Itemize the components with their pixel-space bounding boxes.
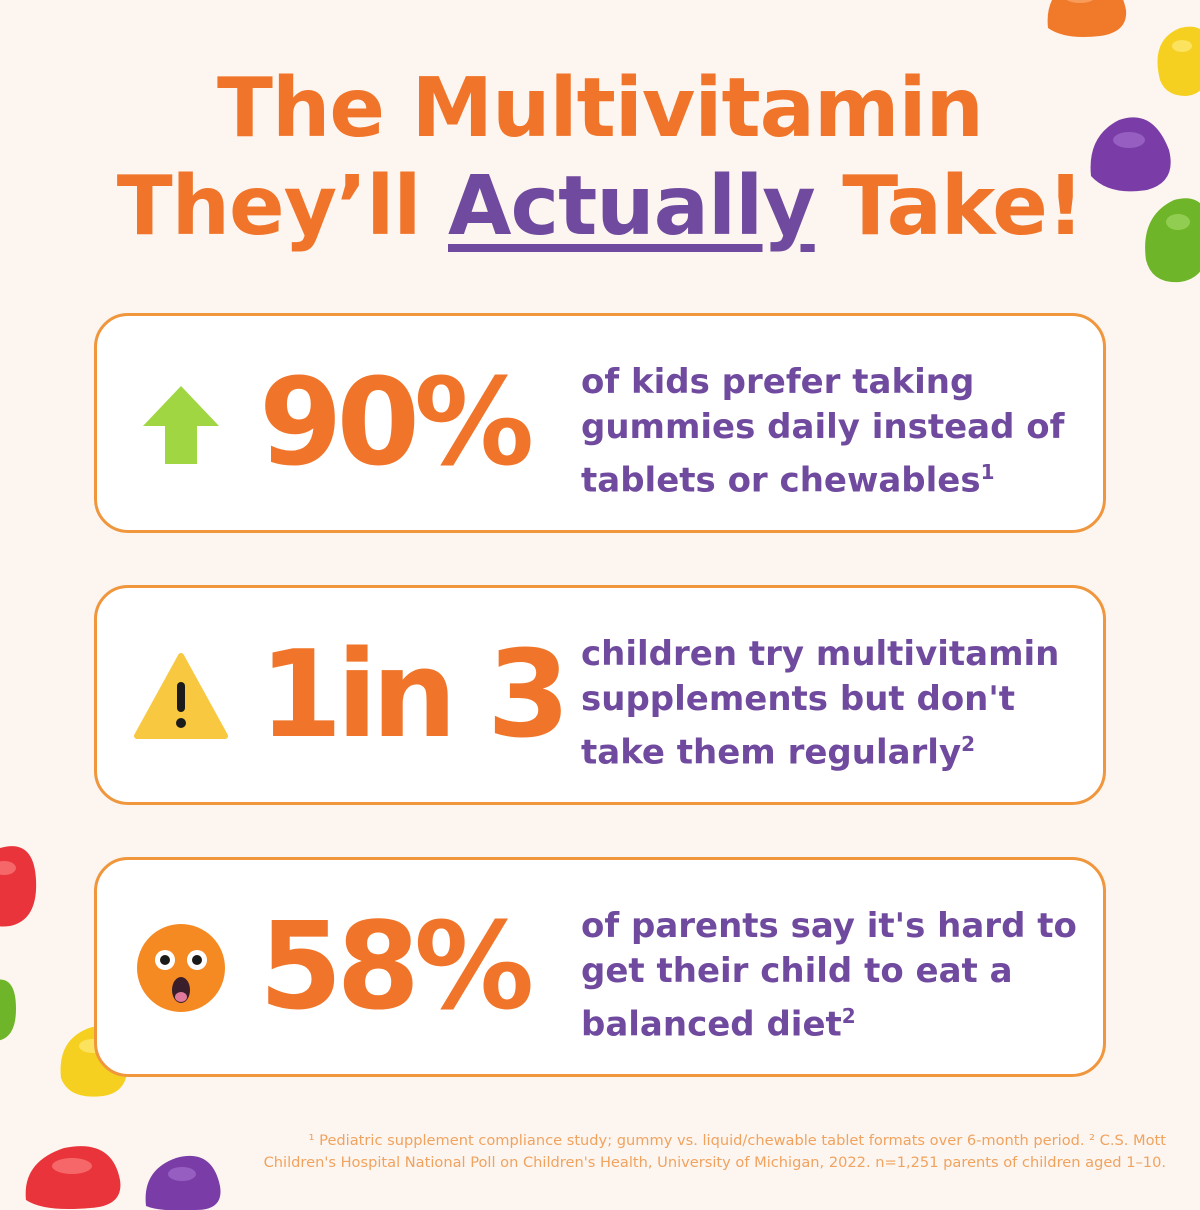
- stat-value: 90%: [259, 354, 534, 493]
- headline-line-1: The Multivitamin: [217, 61, 984, 156]
- up-arrow-icon: [143, 386, 219, 464]
- footnote-ref: 2: [841, 1004, 856, 1028]
- red-gummy-decoration: [0, 846, 37, 927]
- orange-gummy-decoration: [1047, 0, 1127, 37]
- stat-value: 58%: [259, 898, 534, 1037]
- headline-line-2-end: Take!: [814, 159, 1084, 254]
- stat-description: of parents say it's hard to get their ch…: [581, 904, 1081, 1047]
- stat-description: children try multivitamin supplements bu…: [581, 632, 1081, 775]
- stat-description: of kids prefer taking gummies daily inst…: [581, 360, 1081, 503]
- stat-value: 1in 3: [259, 626, 570, 765]
- stat-description-text: of parents say it's hard to get their ch…: [581, 906, 1077, 1045]
- stat-description-text: children try multivitamin supplements bu…: [581, 634, 1060, 773]
- yellow-gummy-decoration: [1157, 26, 1200, 96]
- headline-line-2: They’ll Actually Take!: [0, 158, 1200, 256]
- headline: The Multivitamin They’ll Actually Take!: [0, 60, 1200, 256]
- stat-card-3: 58% of parents say it's hard to get thei…: [94, 857, 1106, 1077]
- red-gummy-decoration: [25, 1146, 121, 1209]
- stat-card-2: 1in 3 children try multivitamin suppleme…: [94, 585, 1106, 805]
- stat-card-1: 90% of kids prefer taking gummies daily …: [94, 313, 1106, 533]
- headline-accent-word: Actually: [448, 159, 816, 254]
- astonished-face-icon: [137, 924, 225, 1012]
- purple-gummy-decoration: [1090, 117, 1171, 192]
- green-gummy-decoration: [1145, 198, 1200, 283]
- footnote: ¹ Pediatric supplement compliance study;…: [206, 1130, 1166, 1174]
- headline-line-2-start: They’ll: [116, 159, 449, 254]
- footnote-ref: 1: [980, 460, 995, 484]
- green-gummy-decoration: [0, 979, 16, 1041]
- warning-icon: [134, 653, 228, 739]
- purple-gummy-decoration: [145, 1155, 221, 1210]
- footnote-line-1: ¹ Pediatric supplement compliance study;…: [308, 1132, 1166, 1149]
- footnote-ref: 2: [961, 732, 976, 756]
- stat-description-text: of kids prefer taking gummies daily inst…: [581, 362, 1065, 501]
- footnote-line-2: Children's Hospital National Poll on Chi…: [263, 1154, 1166, 1171]
